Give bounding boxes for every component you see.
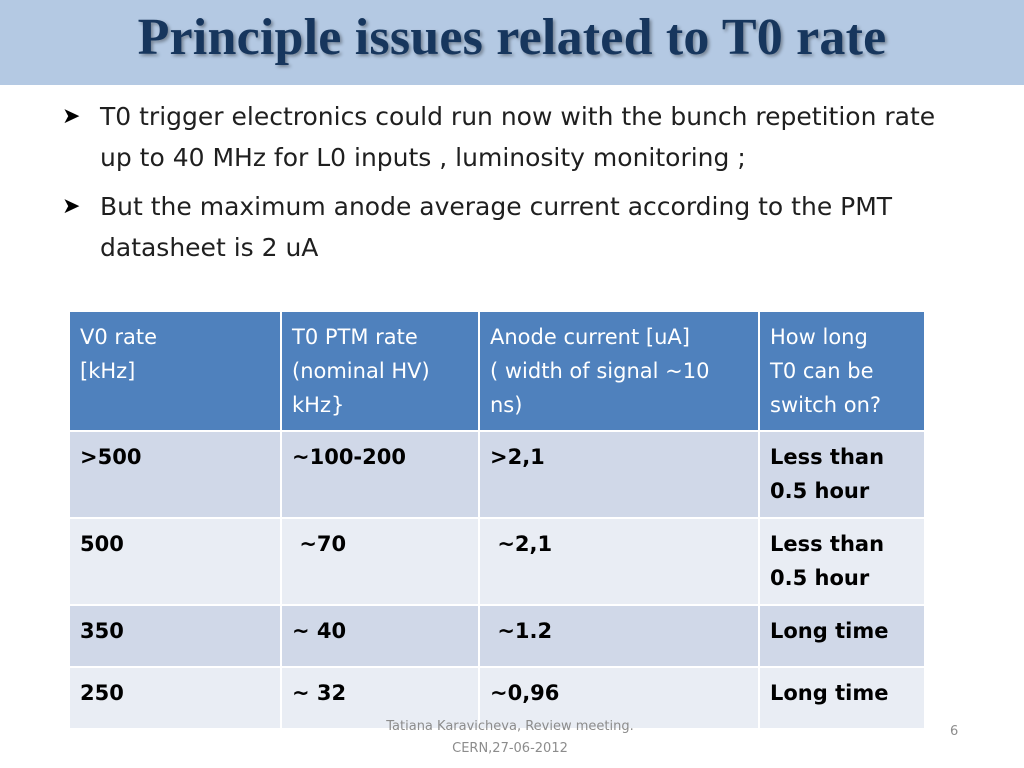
cell-v0-rate: 500 bbox=[68, 517, 282, 606]
header-t0-ptm-rate: T0 PTM rate (nominal HV) kHz} bbox=[280, 310, 480, 432]
cell-v0-rate: 350 bbox=[68, 604, 282, 668]
cell-t0-ptm-rate: ~70 bbox=[280, 517, 480, 606]
footer: Tatiana Karavicheva, Review meeting. CER… bbox=[330, 716, 690, 760]
table-row: 350 ~ 40 ~1.2 Long time bbox=[68, 604, 926, 668]
table-row: 250 ~ 32 ~0,96 Long time bbox=[68, 666, 926, 730]
table-header-row: V0 rate [kHz] T0 PTM rate (nominal HV) k… bbox=[68, 310, 926, 432]
cell-anode-current: ~0,96 bbox=[478, 666, 760, 730]
header-v0-rate: V0 rate [kHz] bbox=[68, 310, 282, 432]
bullet-item: ➤ T0 trigger electronics could run now w… bbox=[62, 96, 962, 178]
cell-v0-rate: 250 bbox=[68, 666, 282, 730]
slide-number: 6 bbox=[950, 724, 959, 739]
arrow-bullet-icon: ➤ bbox=[62, 104, 81, 129]
t0-rate-table: V0 rate [kHz] T0 PTM rate (nominal HV) k… bbox=[68, 310, 926, 730]
cell-v0-rate: >500 bbox=[68, 430, 282, 519]
slide-title: Principle issues related to T0 rate bbox=[137, 9, 887, 66]
bullet-text: T0 trigger electronics could run now wit… bbox=[100, 102, 936, 172]
cell-how-long: Less than 0.5 hour bbox=[758, 430, 926, 519]
arrow-bullet-icon: ➤ bbox=[62, 194, 81, 219]
cell-anode-current: >2,1 bbox=[478, 430, 760, 519]
bullet-text: But the maximum anode average current ac… bbox=[100, 192, 893, 262]
table-row: >500 ~100-200 >2,1 Less than 0.5 hour bbox=[68, 430, 926, 519]
footer-venue-date: CERN,27-06-2012 bbox=[452, 741, 568, 756]
title-bar bbox=[0, 0, 1024, 85]
cell-how-long: Less than 0.5 hour bbox=[758, 517, 926, 606]
header-how-long: How long T0 can be switch on? bbox=[758, 310, 926, 432]
bullet-item: ➤ But the maximum anode average current … bbox=[62, 186, 962, 268]
cell-how-long: Long time bbox=[758, 604, 926, 668]
cell-anode-current: ~1.2 bbox=[478, 604, 760, 668]
bullet-list: ➤ T0 trigger electronics could run now w… bbox=[62, 96, 962, 276]
cell-t0-ptm-rate: ~100-200 bbox=[280, 430, 480, 519]
cell-t0-ptm-rate: ~ 32 bbox=[280, 666, 480, 730]
cell-anode-current: ~2,1 bbox=[478, 517, 760, 606]
cell-how-long: Long time bbox=[758, 666, 926, 730]
footer-author: Tatiana Karavicheva, Review meeting. bbox=[386, 719, 634, 734]
header-anode-current: Anode current [uA] ( width of signal ~10… bbox=[478, 310, 760, 432]
table-row: 500 ~70 ~2,1 Less than 0.5 hour bbox=[68, 517, 926, 606]
cell-t0-ptm-rate: ~ 40 bbox=[280, 604, 480, 668]
